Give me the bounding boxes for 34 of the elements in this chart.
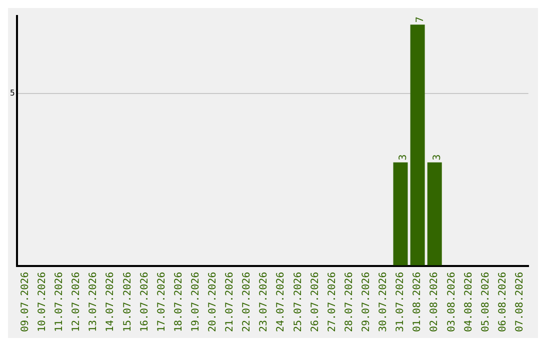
x-tick-label: 04.08.2026 (463, 272, 474, 332)
x-tick-label: 30.07.2026 (378, 272, 390, 332)
x-tick-label: 12.07.2026 (71, 272, 82, 332)
x-tick-label: 01.08.2026 (412, 272, 424, 332)
x-tick-label: 15.07.2026 (122, 272, 134, 332)
x-tick-label: 17.07.2026 (156, 272, 168, 332)
x-tick-label: 03.08.2026 (446, 272, 458, 332)
x-tick-label: 09.07.2026 (20, 272, 31, 332)
x-tick-label: 31.07.2026 (395, 272, 406, 332)
x-tick-label: 10.07.2026 (36, 272, 48, 332)
y-tick-label: 5 (10, 88, 15, 98)
x-tick-label: 23.07.2026 (258, 272, 270, 332)
data-label: 3 (432, 154, 444, 160)
x-tick-label: 02.08.2026 (429, 272, 440, 332)
x-tick-label: 06.08.2026 (497, 272, 508, 332)
x-tick-label: 27.07.2026 (326, 272, 338, 332)
x-tick-label: 14.07.2026 (105, 272, 116, 332)
x-tick-label: 05.08.2026 (480, 272, 492, 332)
x-tick-label: 28.07.2026 (344, 272, 355, 332)
x-tick-label: 24.07.2026 (276, 272, 287, 332)
x-tick-label: 20.07.2026 (208, 272, 219, 332)
x-tick-label: 26.07.2026 (310, 272, 321, 332)
x-tick-label: 18.07.2026 (173, 272, 184, 332)
x-tick-label: 07.08.2026 (514, 272, 526, 332)
data-label: 3 (398, 154, 410, 160)
x-tick-label: 21.07.2026 (224, 272, 236, 332)
x-tick-label: 25.07.2026 (292, 272, 304, 332)
x-tick-label: 11.07.2026 (54, 272, 66, 332)
data-label: 7 (415, 16, 426, 23)
x-tick-label: 22.07.2026 (242, 272, 253, 332)
x-tick-label: 19.07.2026 (190, 272, 202, 332)
x-tick-label: 16.07.2026 (139, 272, 150, 332)
x-tick-label: 29.07.2026 (360, 272, 372, 332)
x-tick-label: 13.07.2026 (88, 272, 100, 332)
